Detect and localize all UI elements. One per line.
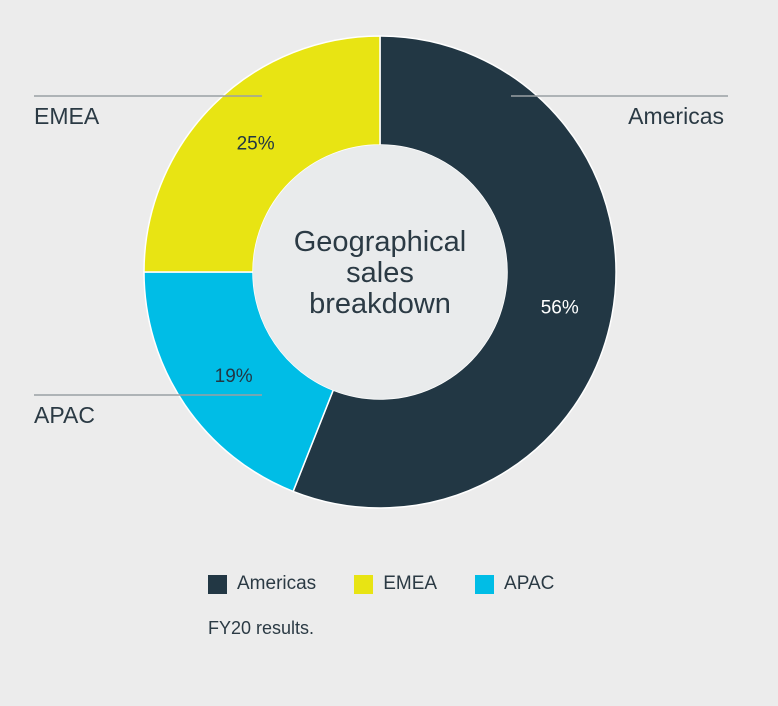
legend-swatch-apac (475, 574, 495, 594)
value-label-apac: 19% (215, 366, 253, 387)
value-label-emea: 25% (237, 134, 275, 155)
legend-item-emea: EMEA (354, 573, 437, 595)
legend-swatch-americas (208, 574, 227, 594)
legend-item-apac: APAC (475, 573, 554, 595)
legend-label-apac: APAC (504, 573, 555, 594)
center-title-line: sales (346, 257, 414, 289)
center-title-line: Geographical (294, 226, 467, 258)
category-label-apac: APAC (34, 402, 95, 428)
legend: Americas EMEA APAC (208, 573, 592, 595)
footnote: FY20 results. (208, 618, 315, 638)
legend-label-americas: Americas (237, 573, 317, 594)
center-title-line: breakdown (309, 288, 451, 320)
value-label-americas: 56% (541, 297, 579, 318)
category-label-emea: EMEA (34, 103, 100, 129)
legend-item-americas: Americas (208, 573, 316, 595)
legend-swatch-emea (354, 574, 374, 594)
legend-label-emea: EMEA (383, 573, 438, 594)
category-label-americas: Americas (628, 103, 724, 129)
donut-hole (253, 145, 507, 399)
